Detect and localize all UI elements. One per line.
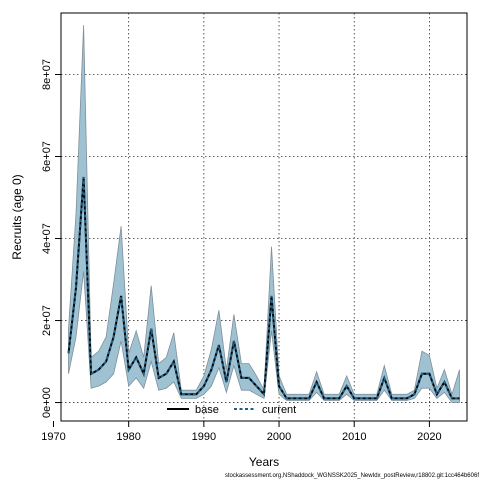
confidence-band: [68, 25, 460, 403]
x-tick-label: 1970: [41, 431, 65, 443]
y-tick-label: 8e+07: [41, 59, 53, 90]
x-tick-label: 2000: [267, 431, 291, 443]
y-tick-label: 4e+07: [41, 223, 53, 254]
y-axis: 0e+00 2e+07 4e+07 6e+07 8e+07: [41, 59, 61, 418]
legend-label-current: current: [262, 404, 296, 416]
x-tick-label: 1990: [192, 431, 216, 443]
y-tick-label: 0e+00: [41, 387, 53, 418]
series-current-line: [67, 176, 460, 400]
y-tick-label: 6e+07: [41, 141, 53, 172]
legend: base current: [167, 404, 296, 416]
grid-lines: [61, 13, 467, 421]
footnote: stockassessment.org,NShaddock_WGNSSK2025…: [225, 473, 479, 479]
plot-frame: [60, 12, 468, 422]
y-axis-title: Recruits (age 0): [10, 174, 24, 259]
x-tick-label: 2020: [417, 431, 441, 443]
x-tick-label: 2010: [342, 431, 366, 443]
x-tick-label: 1980: [116, 431, 140, 443]
y-tick-label: 2e+07: [41, 305, 53, 336]
x-axis: 1970 1980 1990 2000 2010 2020: [41, 421, 442, 443]
legend-label-base: base: [195, 404, 219, 416]
x-axis-title: Years: [249, 455, 279, 469]
